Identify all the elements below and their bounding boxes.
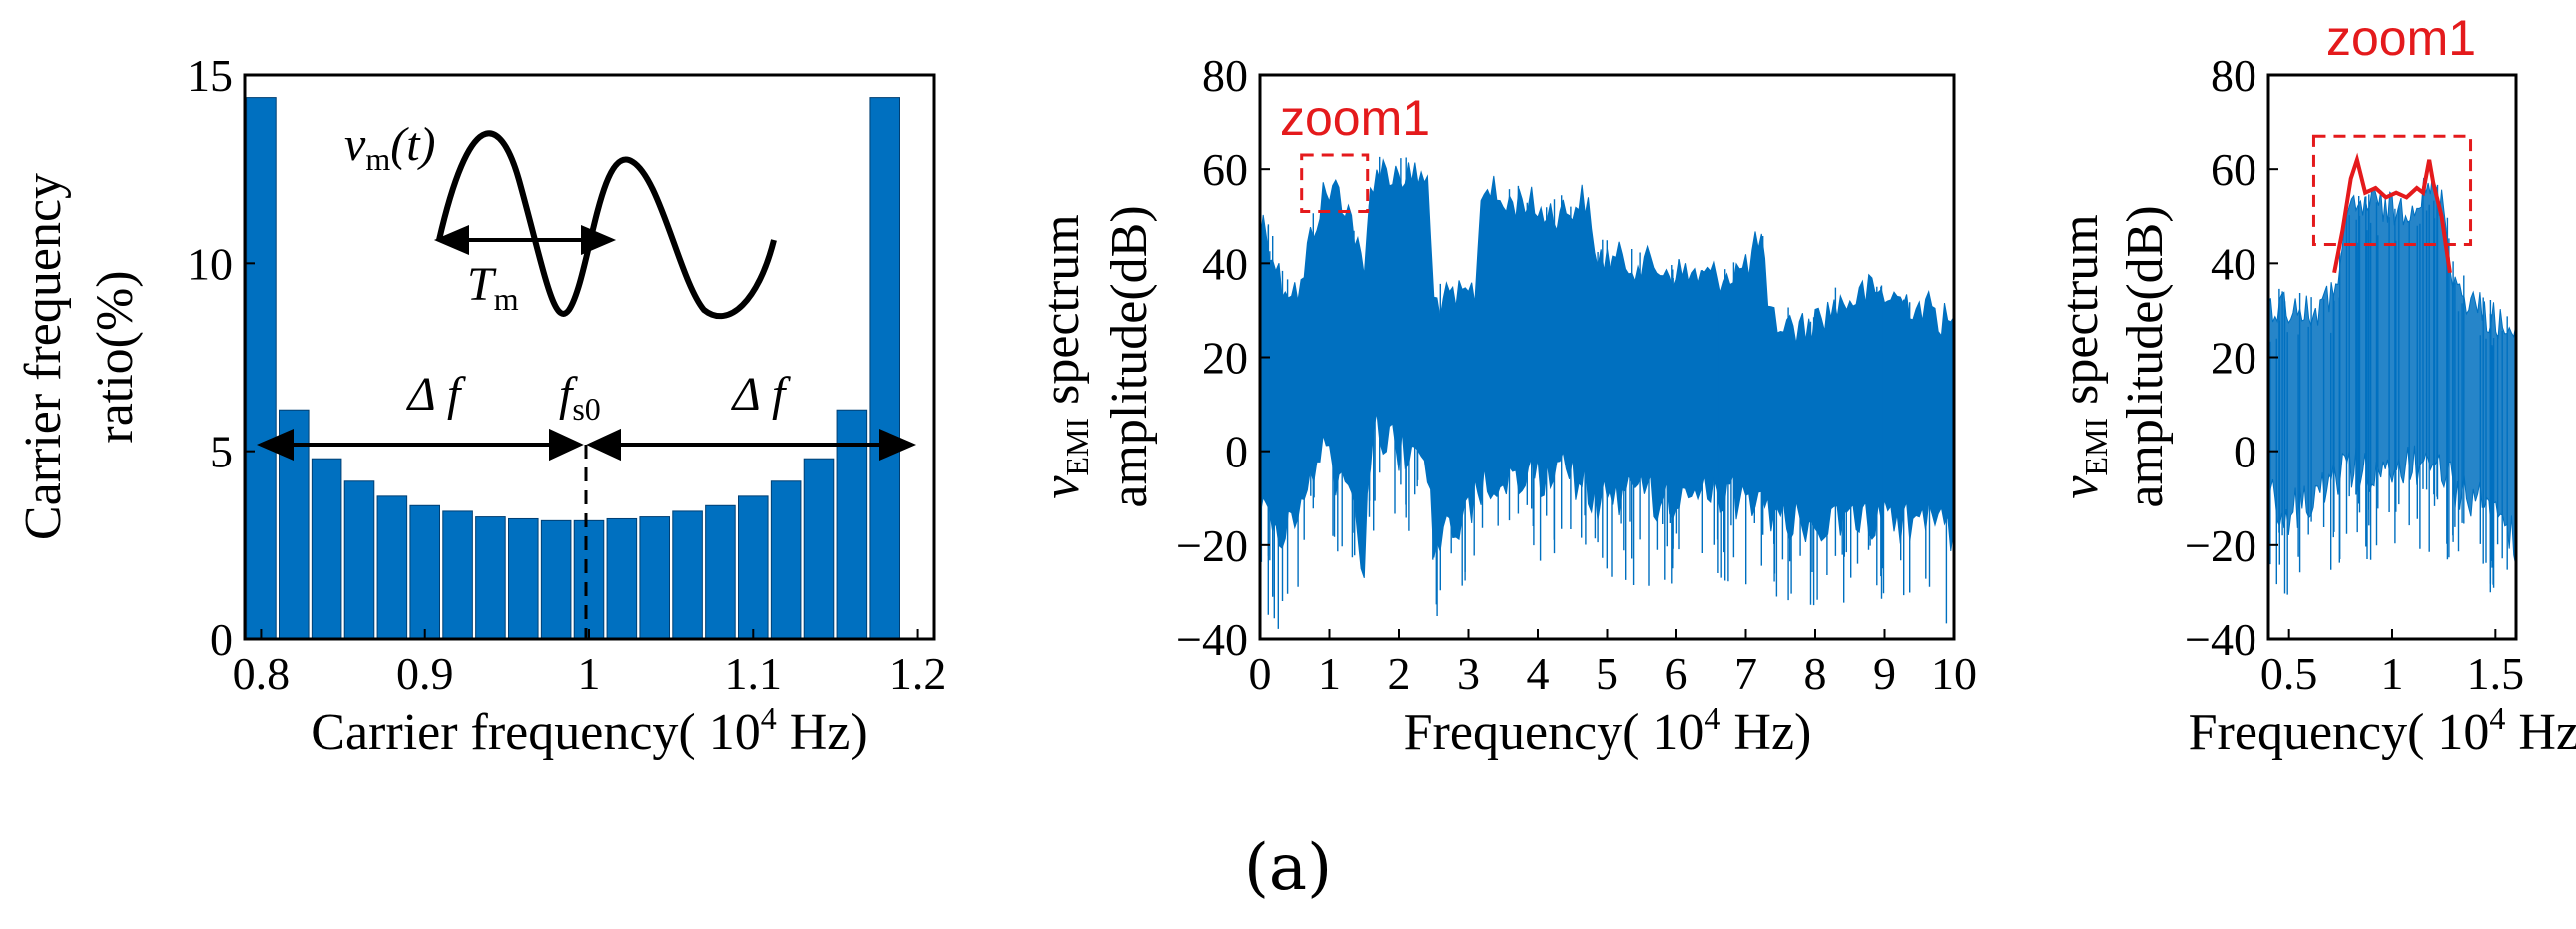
right-arrow-head-right bbox=[879, 428, 917, 462]
bar bbox=[606, 517, 638, 640]
x-tick-label: 10 bbox=[1931, 648, 1977, 699]
x-tick-label: 1 bbox=[578, 648, 601, 699]
y-tick-label: 20 bbox=[2211, 333, 2256, 384]
tm-label: Tm bbox=[467, 258, 519, 317]
bar bbox=[376, 495, 408, 640]
y-tick-label: 80 bbox=[1202, 50, 1248, 101]
spectrum-spikes bbox=[1260, 156, 1948, 629]
bar bbox=[442, 510, 473, 640]
x-tick-label: 0.8 bbox=[233, 648, 291, 699]
left-arrow-head-left bbox=[256, 428, 294, 462]
bar bbox=[246, 97, 277, 640]
x-tick-label: 8 bbox=[1804, 648, 1827, 699]
delta-f-arrows bbox=[256, 428, 917, 639]
y-tick-label: 0 bbox=[210, 614, 233, 665]
zoom-label: zoom1 bbox=[2326, 10, 2476, 66]
y-tick-label: 60 bbox=[1202, 144, 1248, 195]
bar bbox=[475, 516, 506, 640]
y-tick-label: 80 bbox=[2211, 50, 2256, 101]
carrier-histogram-chart: 0.8 0.9 1 1.1 1.2 0 5 10 15 Carrier frequency( … bbox=[15, 50, 946, 761]
y-tick-label: 0 bbox=[1225, 427, 1248, 477]
x-tick-label: 0.9 bbox=[396, 648, 454, 699]
bar bbox=[508, 517, 539, 640]
y-axis-label-line1: vEMI spectrum bbox=[2052, 214, 2114, 498]
bar bbox=[705, 504, 736, 640]
fs0-label: fs0 bbox=[559, 368, 601, 427]
y-tick-label: 40 bbox=[2211, 238, 2256, 289]
x-tick-labels: 0.5 1 1.5 bbox=[2260, 629, 2524, 699]
red-envelope-line bbox=[2332, 152, 2452, 274]
x-axis-label: Carrier frequency( 104 Hz) bbox=[311, 700, 867, 761]
y-tick-label: 5 bbox=[210, 427, 233, 477]
x-axis-label: Frequency( 104 Hz) bbox=[1404, 700, 1812, 761]
y-tick-label: 10 bbox=[187, 238, 233, 289]
y-tick-label: −20 bbox=[2185, 520, 2256, 571]
x-axis-label: Frequency( 104 Hz) bbox=[2189, 700, 2576, 761]
y-tick-label: 60 bbox=[2211, 144, 2256, 195]
bar bbox=[803, 458, 835, 640]
x-tick-label: 6 bbox=[1665, 648, 1688, 699]
delta-f-right-label: Δ f bbox=[731, 368, 791, 421]
x-tick-labels: 0.8 0.9 1 1.1 1.2 bbox=[233, 629, 947, 699]
x-tick-label: 9 bbox=[1873, 648, 1896, 699]
spectrum-spikes bbox=[2269, 184, 2508, 595]
bar bbox=[311, 458, 342, 640]
bar bbox=[836, 409, 868, 640]
y-tick-label: 20 bbox=[1202, 333, 1248, 384]
bar bbox=[409, 504, 440, 640]
y-tick-labels: 0 5 10 15 bbox=[187, 50, 255, 665]
y-axis-label-line2: ratio(%) bbox=[87, 270, 144, 443]
y-axis-label-line1: vEMI spectrum bbox=[1033, 214, 1095, 498]
bar bbox=[540, 519, 572, 640]
bar bbox=[869, 97, 901, 640]
tm-arrow-head-left bbox=[433, 224, 469, 256]
figure-caption: (a) bbox=[1244, 831, 1332, 905]
zoom-box bbox=[2311, 134, 2473, 246]
y-tick-label: −40 bbox=[2185, 614, 2256, 665]
y-tick-label: 15 bbox=[187, 50, 233, 101]
x-tick-labels: 0 1 2 3 4 5 6 7 8 9 10 bbox=[1249, 629, 1977, 699]
zoom-label: zoom1 bbox=[1280, 90, 1430, 146]
y-tick-label: −40 bbox=[1176, 614, 1248, 665]
tm-arrow bbox=[433, 224, 617, 256]
y-axis-label-line2: amplitude(dB) bbox=[1101, 205, 1158, 507]
y-tick-labels: −40 −20 0 20 40 60 80 bbox=[2185, 50, 2278, 665]
emi-zoom-chart: 0.5 1 1.5 −40 −20 0 20 40 60 80 zoom1 Frequency(… bbox=[2052, 10, 2576, 761]
right-arrow-head-left bbox=[586, 428, 621, 462]
x-tick-label: 1.5 bbox=[2467, 648, 2525, 699]
x-tick-label: 0 bbox=[1249, 648, 1272, 699]
y-axis-label-line2: amplitude(dB) bbox=[2117, 205, 2174, 507]
x-tick-label: 3 bbox=[1457, 648, 1480, 699]
bar bbox=[573, 519, 605, 640]
spectrum-series bbox=[2267, 172, 2517, 567]
y-axis-label-line1: Carrier frequency bbox=[15, 173, 72, 540]
y-tick-label: 40 bbox=[1202, 238, 1248, 289]
bar bbox=[770, 480, 802, 640]
bar bbox=[639, 516, 671, 640]
x-tick-label: 5 bbox=[1596, 648, 1618, 699]
x-tick-label: 1 bbox=[2381, 648, 2404, 699]
x-tick-label: 7 bbox=[1734, 648, 1757, 699]
bar bbox=[738, 495, 769, 640]
x-tick-label: 1.1 bbox=[725, 648, 783, 699]
y-tick-labels: −40 −20 0 20 40 60 80 bbox=[1176, 50, 1270, 665]
x-tick-label: 1 bbox=[1318, 648, 1341, 699]
x-tick-label: 2 bbox=[1388, 648, 1411, 699]
x-tick-label: 4 bbox=[1527, 648, 1550, 699]
vm-label: vm(t) bbox=[344, 118, 436, 177]
bar bbox=[672, 510, 703, 640]
histogram-bars bbox=[246, 97, 901, 640]
y-tick-label: 0 bbox=[2234, 427, 2256, 477]
tm-arrow-head-right bbox=[581, 224, 617, 256]
bar bbox=[343, 480, 375, 640]
delta-f-left-label: Δ f bbox=[406, 368, 466, 421]
x-tick-label: 0.5 bbox=[2260, 648, 2318, 699]
left-arrow-head-right bbox=[549, 428, 584, 462]
x-tick-label: 1.2 bbox=[889, 648, 947, 699]
y-tick-label: −20 bbox=[1176, 520, 1248, 571]
